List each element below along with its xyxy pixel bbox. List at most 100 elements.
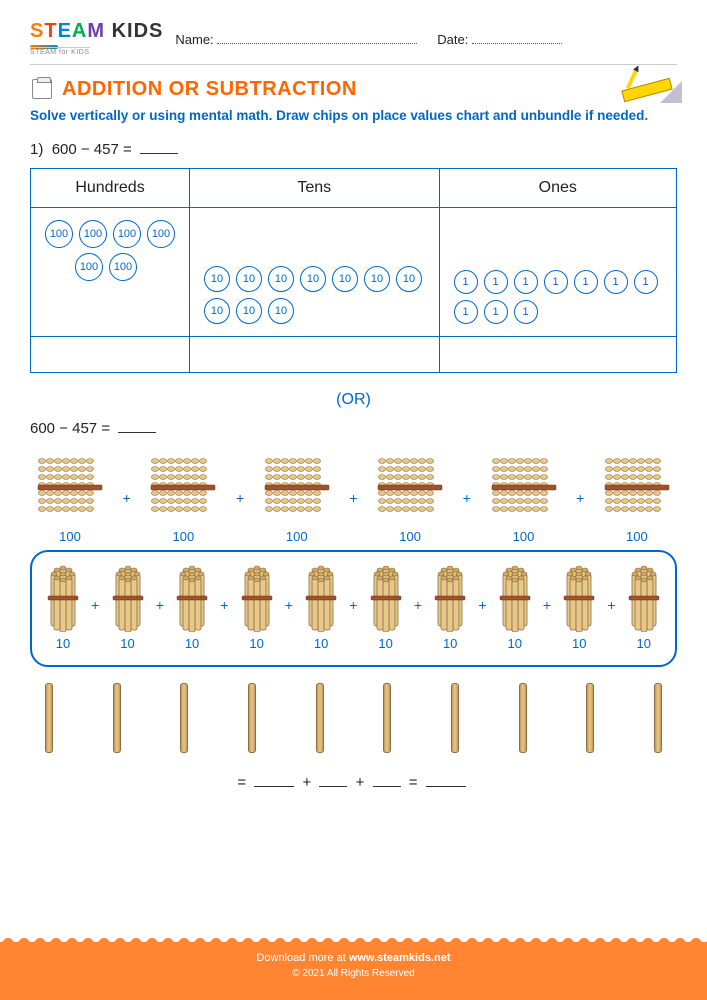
bundle-10-icon bbox=[300, 560, 342, 632]
bundle-10: 10 bbox=[558, 560, 600, 651]
final-blank[interactable] bbox=[254, 773, 294, 787]
stick-1-icon bbox=[383, 683, 391, 753]
plus-sign: + bbox=[220, 597, 228, 613]
plus-sign: + bbox=[543, 597, 551, 613]
bundle-label: 10 bbox=[249, 636, 263, 651]
logo-letter: E bbox=[58, 20, 72, 42]
chip-100: 100 bbox=[147, 220, 175, 248]
plus-sign: + bbox=[463, 490, 471, 506]
chip-1: 1 bbox=[454, 300, 478, 324]
stick-1-icon bbox=[519, 683, 527, 753]
bundle-100: 100 bbox=[374, 453, 446, 544]
plus-sign: + bbox=[607, 597, 615, 613]
plus-sign: + bbox=[349, 490, 357, 506]
bundle-10-icon bbox=[236, 560, 278, 632]
plus-sign: + bbox=[349, 597, 357, 613]
answer-blank[interactable] bbox=[140, 140, 178, 154]
final-blank[interactable] bbox=[373, 773, 401, 787]
chip-10: 10 bbox=[236, 298, 262, 324]
footer-text: Download more at www.steamkids.net bbox=[0, 952, 707, 964]
chip-1: 1 bbox=[514, 270, 538, 294]
problem-2: 600 − 457 = bbox=[30, 419, 677, 437]
plus-sign: + bbox=[356, 774, 365, 791]
name-input-line[interactable] bbox=[217, 30, 417, 44]
bundle-100: 100 bbox=[601, 453, 673, 544]
logo-letter: A bbox=[72, 20, 87, 42]
logo-subtitle: STEAM for KIDS bbox=[30, 47, 90, 56]
bundle-10-icon bbox=[429, 560, 471, 632]
bundle-label: 10 bbox=[314, 636, 328, 651]
header-fields: Name: Date: bbox=[175, 30, 677, 47]
bundle-100-icon bbox=[601, 453, 673, 525]
bundle-10: 10 bbox=[171, 560, 213, 651]
chip-100: 100 bbox=[45, 220, 73, 248]
final-blank[interactable] bbox=[319, 773, 347, 787]
chip-1: 1 bbox=[514, 300, 538, 324]
chip-1: 1 bbox=[634, 270, 658, 294]
answer-hundreds[interactable] bbox=[31, 336, 190, 372]
equals-sign: = bbox=[237, 774, 246, 791]
bundle-100-icon bbox=[374, 453, 446, 525]
bundle-10: 10 bbox=[365, 560, 407, 651]
bundle-label: 10 bbox=[507, 636, 521, 651]
instructions: Solve vertically or using mental math. D… bbox=[30, 107, 677, 126]
table-chips-row: 100 100 100 100 100 100 1010101010101010… bbox=[31, 207, 677, 336]
bundle-10: 10 bbox=[42, 560, 84, 651]
chip-100: 100 bbox=[109, 253, 137, 281]
date-field: Date: bbox=[437, 30, 562, 47]
triangle-icon bbox=[660, 81, 682, 103]
problem-expression: 600 − 457 = bbox=[30, 420, 110, 437]
problem-expression: 600 − 457 = bbox=[52, 141, 132, 158]
name-label: Name: bbox=[175, 32, 213, 47]
answer-blank[interactable] bbox=[118, 419, 156, 433]
footer-link[interactable]: www.steamkids.net bbox=[349, 952, 451, 964]
final-blank[interactable] bbox=[426, 773, 466, 787]
chip-10: 10 bbox=[396, 266, 422, 292]
chip-10: 10 bbox=[268, 266, 294, 292]
footer-copyright: © 2021 All Rights Reserved bbox=[0, 968, 707, 979]
stick-1-icon bbox=[451, 683, 459, 753]
tens-cell: 10101010101010101010 bbox=[190, 207, 440, 336]
worksheet-page: STEAM KIDS STEAM for KIDS Name: Date: A D… bbox=[0, 0, 707, 791]
date-label: Date: bbox=[437, 32, 468, 47]
notepad-icon bbox=[30, 77, 54, 101]
hundreds-cell: 100 100 100 100 100 100 bbox=[31, 207, 190, 336]
stick-1-icon bbox=[248, 683, 256, 753]
chip-1: 1 bbox=[484, 300, 508, 324]
final-equation: = + + = bbox=[30, 773, 677, 791]
chip-10: 10 bbox=[236, 266, 262, 292]
stick-1-icon bbox=[45, 683, 53, 753]
ones-sticks-row bbox=[30, 683, 677, 753]
bundle-10-icon bbox=[42, 560, 84, 632]
bundle-label: 10 bbox=[637, 636, 651, 651]
stick-1-icon bbox=[316, 683, 324, 753]
footer: Download more at www.steamkids.net © 202… bbox=[0, 942, 707, 1000]
col-ones: Ones bbox=[439, 168, 676, 207]
bundle-label: 100 bbox=[513, 529, 535, 544]
plus-sign: + bbox=[285, 597, 293, 613]
problem-1: 1) 600 − 457 = bbox=[30, 140, 677, 158]
chip-10: 10 bbox=[204, 298, 230, 324]
footer-download: Download more at bbox=[256, 952, 348, 964]
bundle-label: 10 bbox=[120, 636, 134, 651]
logo-letter: T bbox=[44, 20, 57, 42]
bundle-100: 100 bbox=[34, 453, 106, 544]
bundle-100-icon bbox=[34, 453, 106, 525]
stick-1-icon bbox=[586, 683, 594, 753]
bundle-label: 10 bbox=[443, 636, 457, 651]
chip-100: 100 bbox=[75, 253, 103, 281]
stick-1-icon bbox=[654, 683, 662, 753]
chip-1: 1 bbox=[484, 270, 508, 294]
bundle-10-icon bbox=[494, 560, 536, 632]
stick-1-icon bbox=[113, 683, 121, 753]
bundle-10: 10 bbox=[429, 560, 471, 651]
tens-bundles-row: 10+10+10+10+10+10+10+10+10+10 bbox=[38, 560, 669, 651]
date-input-line[interactable] bbox=[472, 30, 562, 44]
header: STEAM KIDS STEAM for KIDS Name: Date: bbox=[30, 20, 677, 56]
answer-ones[interactable] bbox=[439, 336, 676, 372]
chip-100: 100 bbox=[79, 220, 107, 248]
answer-tens[interactable] bbox=[190, 336, 440, 372]
chip-1: 1 bbox=[544, 270, 568, 294]
bundle-10-icon bbox=[623, 560, 665, 632]
bundle-10: 10 bbox=[494, 560, 536, 651]
